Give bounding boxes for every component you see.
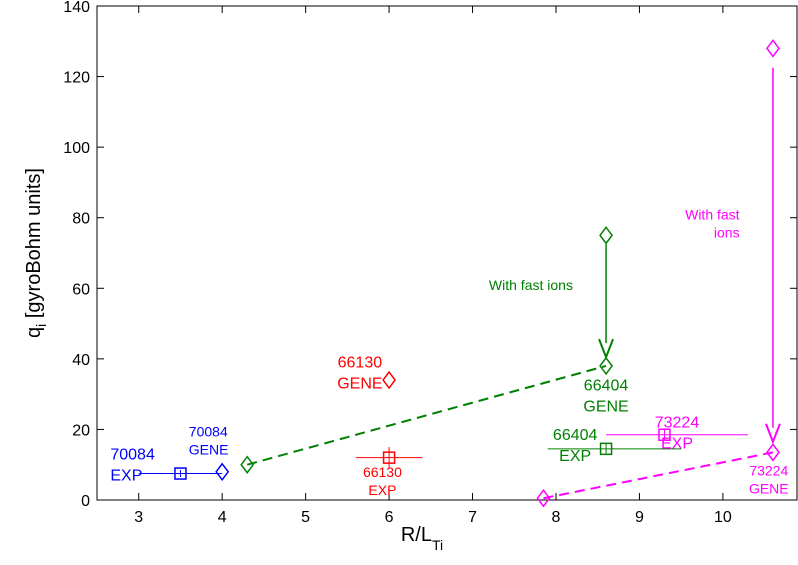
x-axis-label: R/LTi [401, 524, 443, 553]
x-tick-label: 4 [218, 509, 227, 526]
annotation-line: GENE [337, 376, 382, 393]
annotation-lbl-73224-gene: 73224 GENE [749, 462, 789, 496]
annotation-line: 66130 [363, 464, 402, 480]
annotation-line: 73224 [655, 415, 700, 432]
diamond-marker [599, 356, 613, 376]
x-tick-label: 3 [134, 509, 143, 526]
annotation-line: GENE [583, 399, 628, 416]
square-marker [658, 428, 671, 441]
annotation-line: EXP [559, 448, 591, 465]
y-tick-label: 60 [72, 281, 90, 298]
y-axis-label-sub: i [33, 324, 49, 327]
y-axis-label: qi [gyroBohm units] [23, 168, 49, 338]
annotation-line: 70084 [110, 446, 155, 463]
trend-lines [246, 364, 774, 500]
x-tick-label: 9 [635, 509, 644, 526]
diamond-marker [536, 488, 551, 508]
x-tick-label: 8 [552, 509, 561, 526]
x-axis-label-sub: Ti [432, 537, 443, 553]
annotation-lbl-66404-exp: 66404 EXP [553, 427, 598, 465]
annotation-line: GENE [189, 441, 229, 457]
y-tick-label: 40 [72, 352, 90, 369]
plot-frame [96, 5, 798, 501]
diamond-marker [215, 462, 230, 482]
x-axis-ticks: 3 4 5 6 7 8 9 10 [134, 6, 732, 526]
annotation-lbl-70084-gene: 70084 GENE [189, 423, 229, 457]
annotation-lbl-green-fast: With fast ions [489, 277, 573, 293]
annotation-lbl-66404-gene: 66404 GENE [583, 378, 628, 416]
annotation-lbl-66130-gene: 66130 GENE [337, 355, 382, 393]
annotation-line: EXP [661, 436, 693, 453]
y-tick-label: 20 [72, 422, 90, 439]
annotation-line: 73224 [749, 462, 788, 478]
annotation-line: EXP [110, 467, 142, 484]
annotation-line: GENE [749, 480, 789, 496]
y-axis-ticks: 0 20 40 60 80 100 120 140 [63, 0, 797, 510]
annotation-line: ions [714, 224, 740, 240]
diamond-marker [766, 39, 780, 58]
x-tick-label: 5 [301, 509, 310, 526]
annotation-line: 66404 [553, 427, 598, 444]
y-tick-label: 0 [81, 493, 90, 510]
x-tick-label: 6 [385, 509, 394, 526]
y-tick-label: 120 [63, 70, 90, 87]
error-bars [138, 429, 748, 478]
plot-border [96, 5, 798, 501]
annotations: 70084 EXP 70084 GENE 66130 GENE 66130 EXP With f… [110, 206, 788, 498]
annotation-line: 66130 [338, 355, 383, 372]
diamond-marker [766, 443, 780, 462]
annotation-lbl-magenta-fast: With fast ions [685, 206, 740, 240]
square-marker [382, 451, 396, 464]
annotation-line: EXP [368, 482, 396, 498]
square-marker [599, 442, 613, 456]
annotation-lbl-73224-exp: 73224 EXP [655, 415, 700, 453]
data-points [174, 39, 780, 508]
annotation-lbl-70084-exp: 70084 EXP [110, 446, 155, 484]
diamond-marker [599, 226, 613, 245]
y-tick-label: 140 [63, 0, 90, 16]
x-tick-label: 10 [714, 509, 732, 526]
x-axis-label-main: R/L [401, 524, 432, 546]
y-tick-label: 100 [63, 140, 90, 157]
dashed-line-magenta-trend [543, 451, 774, 500]
annotation-lbl-66130-exp: 66130 EXP [363, 464, 402, 498]
y-axis-label-rest: [gyroBohm units] [23, 168, 45, 324]
annotation-line: 66404 [584, 378, 629, 395]
square-marker [174, 467, 187, 480]
dashed-line-green-trend [246, 364, 607, 466]
diamond-marker [240, 455, 255, 474]
y-axis-label-main: q [23, 327, 45, 338]
annotation-line: With fast [685, 206, 740, 222]
diamond-marker [382, 370, 397, 390]
x-tick-label: 7 [468, 509, 477, 526]
arrow-head [765, 423, 781, 445]
annotation-line: With fast ions [489, 277, 573, 293]
annotation-line: 70084 [189, 423, 228, 439]
y-tick-label: 80 [72, 211, 90, 228]
